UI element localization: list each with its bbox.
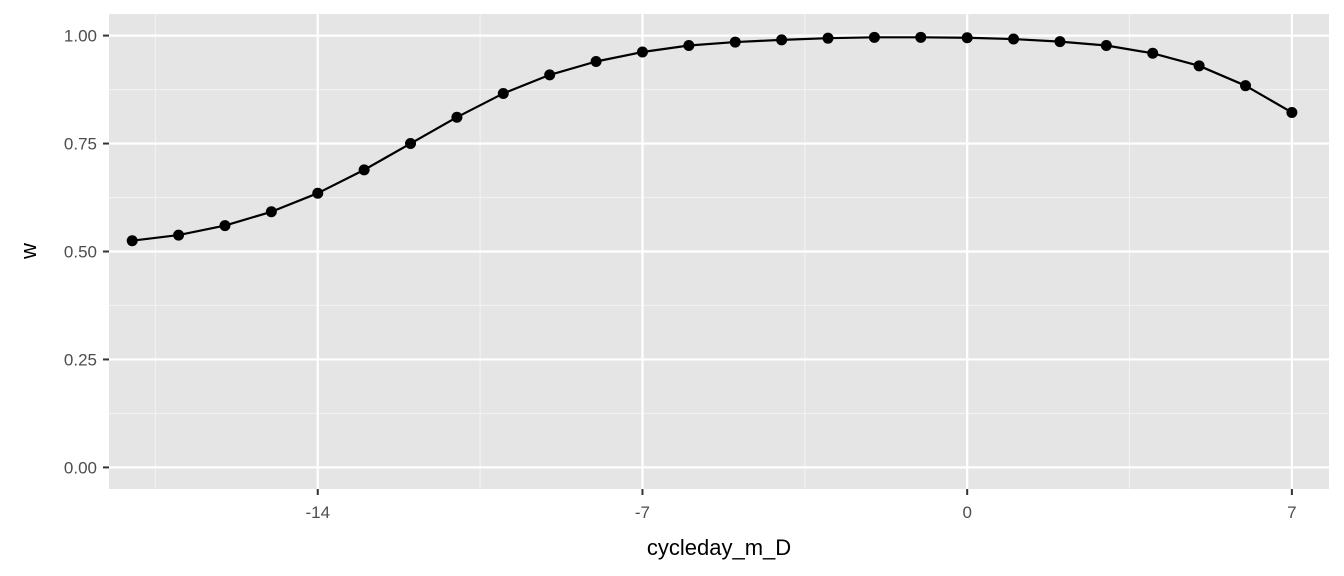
data-point <box>915 31 927 43</box>
series-line <box>132 36 1293 242</box>
data-point <box>683 40 695 52</box>
data-point <box>729 36 741 48</box>
y-tick-label: 0.75 <box>64 135 97 154</box>
data-point <box>961 32 973 44</box>
data-point <box>822 32 834 44</box>
data-point <box>1286 106 1298 118</box>
series-layer <box>126 31 1298 247</box>
data-point <box>173 229 185 241</box>
data-point <box>1147 47 1159 59</box>
data-point <box>497 87 509 99</box>
x-axis-title: cycleday_m_D <box>647 535 791 560</box>
data-point <box>405 138 417 150</box>
y-tick-label: 0.25 <box>64 350 97 369</box>
major-gridlines <box>109 14 1329 489</box>
data-point <box>544 69 556 81</box>
data-point <box>451 111 463 123</box>
y-tick-label: 1.00 <box>64 27 97 46</box>
data-point <box>126 235 138 247</box>
data-point <box>1100 40 1112 52</box>
data-point <box>868 31 880 43</box>
x-tick-label: 0 <box>962 503 971 522</box>
data-point <box>590 56 602 67</box>
x-tick-label: -14 <box>305 503 330 522</box>
data-point <box>1008 33 1020 45</box>
y-tick-label: 0.00 <box>64 458 97 477</box>
data-point <box>358 164 370 176</box>
axis-ticks <box>103 34 1293 495</box>
tick-labels: -14 -7 0 7 0.00 0.25 0.50 0.75 1.00 <box>64 27 1297 522</box>
data-point <box>219 220 231 232</box>
data-point <box>636 46 648 58</box>
data-point <box>1193 60 1205 72</box>
data-point <box>312 187 324 199</box>
data-point <box>776 34 788 46</box>
x-tick-label: 7 <box>1287 503 1296 522</box>
data-point <box>1054 36 1066 48</box>
x-tick-label: -7 <box>635 503 650 522</box>
y-axis-title: w <box>16 243 41 260</box>
data-point <box>1240 80 1252 92</box>
data-point <box>265 206 277 218</box>
y-tick-label: 0.50 <box>64 243 97 262</box>
